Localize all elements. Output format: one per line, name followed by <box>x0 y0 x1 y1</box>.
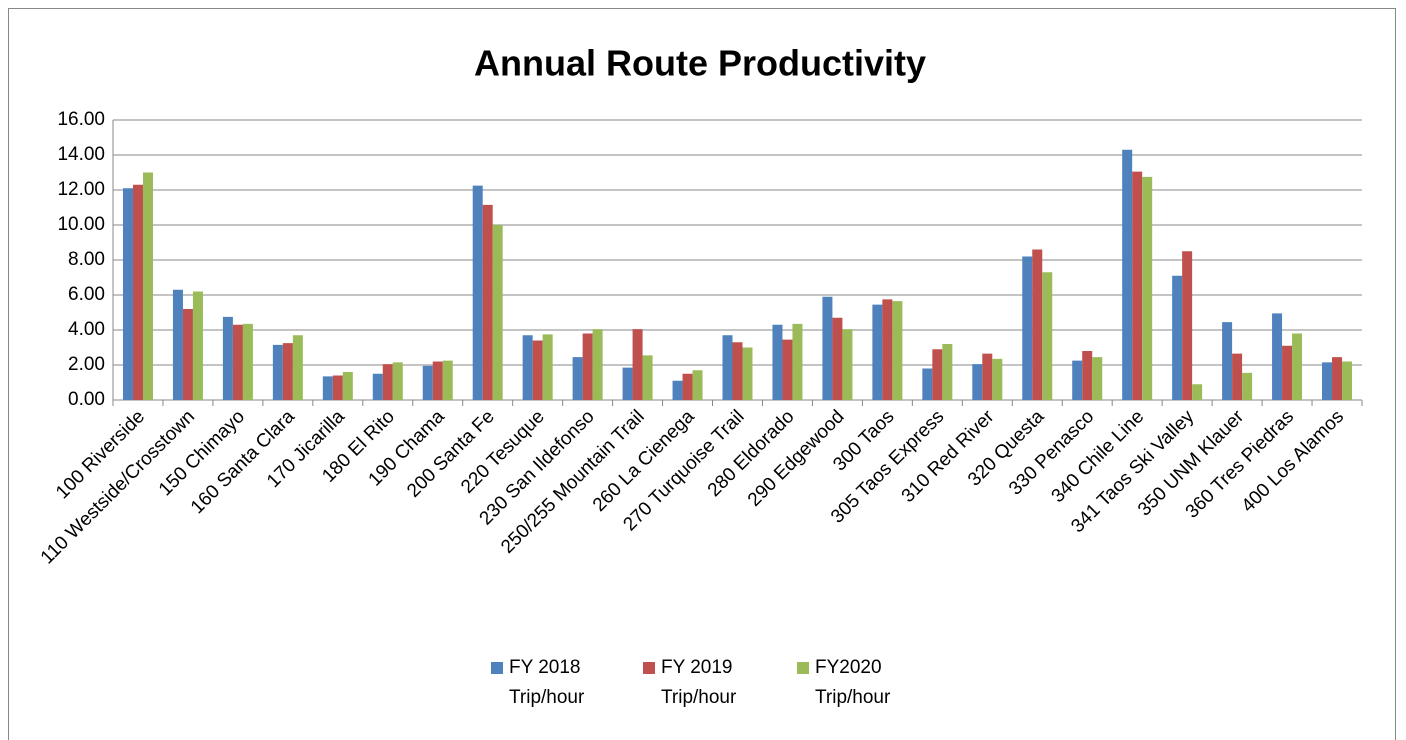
x-tick-label: 280 Eldorado <box>704 406 799 501</box>
bar <box>292 335 303 400</box>
y-tick-label: 16.00 <box>57 109 105 130</box>
bar <box>672 380 683 400</box>
chart-title: Annual Route Productivity <box>474 43 926 84</box>
bar <box>332 375 343 400</box>
bar <box>1342 361 1353 400</box>
bar <box>722 335 733 400</box>
bar <box>1232 353 1243 400</box>
y-tick-label: 2.00 <box>68 354 105 375</box>
y-tick-label: 8.00 <box>68 249 105 270</box>
bar <box>832 317 843 400</box>
bar <box>392 362 403 400</box>
bar <box>1132 171 1143 400</box>
bar <box>132 184 143 400</box>
bar <box>942 344 953 400</box>
bar <box>742 347 753 400</box>
bar <box>692 370 703 400</box>
y-tick-label: 0.00 <box>68 389 105 410</box>
legend-item: FY 2018 Trip/hour <box>491 657 609 713</box>
bar <box>732 342 743 400</box>
legend-item: FY 2019 Trip/hour <box>643 657 761 713</box>
bar <box>222 316 233 400</box>
bar <box>892 301 903 400</box>
bar <box>542 334 553 400</box>
legend-swatch <box>797 662 809 674</box>
bar <box>1082 351 1093 400</box>
bar <box>342 372 353 400</box>
bar <box>1242 372 1253 400</box>
bar <box>1332 357 1343 400</box>
bar <box>272 344 283 400</box>
bar <box>1182 251 1193 400</box>
legend-label: FY 2018 Trip/hour <box>509 657 585 708</box>
chart-border <box>8 8 1396 740</box>
bar <box>932 349 943 400</box>
bar <box>1022 256 1033 400</box>
bar <box>232 324 243 400</box>
y-tick-label: 4.00 <box>68 319 105 340</box>
legend-label: FY2020 Trip/hour <box>815 657 891 708</box>
bar <box>242 323 253 400</box>
bar <box>1142 176 1153 400</box>
bar <box>282 343 293 400</box>
y-tick-label: 12.00 <box>57 179 105 200</box>
bar <box>632 329 643 400</box>
bar <box>172 289 183 400</box>
bar <box>1032 249 1043 400</box>
bar <box>792 323 803 400</box>
bar <box>872 304 883 400</box>
bar <box>682 373 693 400</box>
bar <box>822 296 833 400</box>
legend-swatch <box>491 662 503 674</box>
bar <box>522 335 533 400</box>
bar <box>882 299 893 400</box>
bar <box>482 204 493 400</box>
y-tick-label: 10.00 <box>57 214 105 235</box>
bar <box>1122 149 1133 400</box>
bar <box>322 376 333 400</box>
bar <box>1222 322 1233 400</box>
bar <box>982 353 993 400</box>
bar <box>1192 384 1203 400</box>
bar <box>1092 357 1103 400</box>
bar <box>122 188 133 400</box>
bar <box>922 368 933 400</box>
bar <box>1292 333 1303 400</box>
bar <box>532 340 543 400</box>
bar <box>442 360 453 400</box>
y-tick-label: 6.00 <box>68 284 105 305</box>
bar <box>972 364 983 400</box>
bar <box>142 172 153 400</box>
bar <box>422 365 433 400</box>
bar <box>842 329 853 400</box>
bar <box>192 291 203 400</box>
bar <box>782 339 793 400</box>
legend-swatch <box>643 662 655 674</box>
bar <box>1282 345 1293 400</box>
bar <box>1272 313 1283 400</box>
bar <box>1172 275 1183 400</box>
y-tick-label: 14.00 <box>57 144 105 165</box>
bar <box>372 373 383 400</box>
bar <box>432 361 443 400</box>
bar <box>772 324 783 400</box>
bar <box>592 329 603 400</box>
bar <box>582 333 593 400</box>
bar <box>1042 272 1053 400</box>
bar <box>1322 362 1333 400</box>
bar <box>182 309 193 400</box>
bar <box>642 355 653 400</box>
bar <box>572 357 583 400</box>
legend-item: FY2020 Trip/hour <box>797 657 915 713</box>
bar <box>992 358 1003 400</box>
bar <box>382 364 393 400</box>
x-tick-label: 200 Santa Fe <box>403 406 499 502</box>
bar <box>472 185 483 400</box>
bar <box>492 225 503 400</box>
legend-label: FY 2019 Trip/hour <box>661 657 737 708</box>
bar <box>622 367 633 400</box>
bar <box>1072 360 1083 400</box>
